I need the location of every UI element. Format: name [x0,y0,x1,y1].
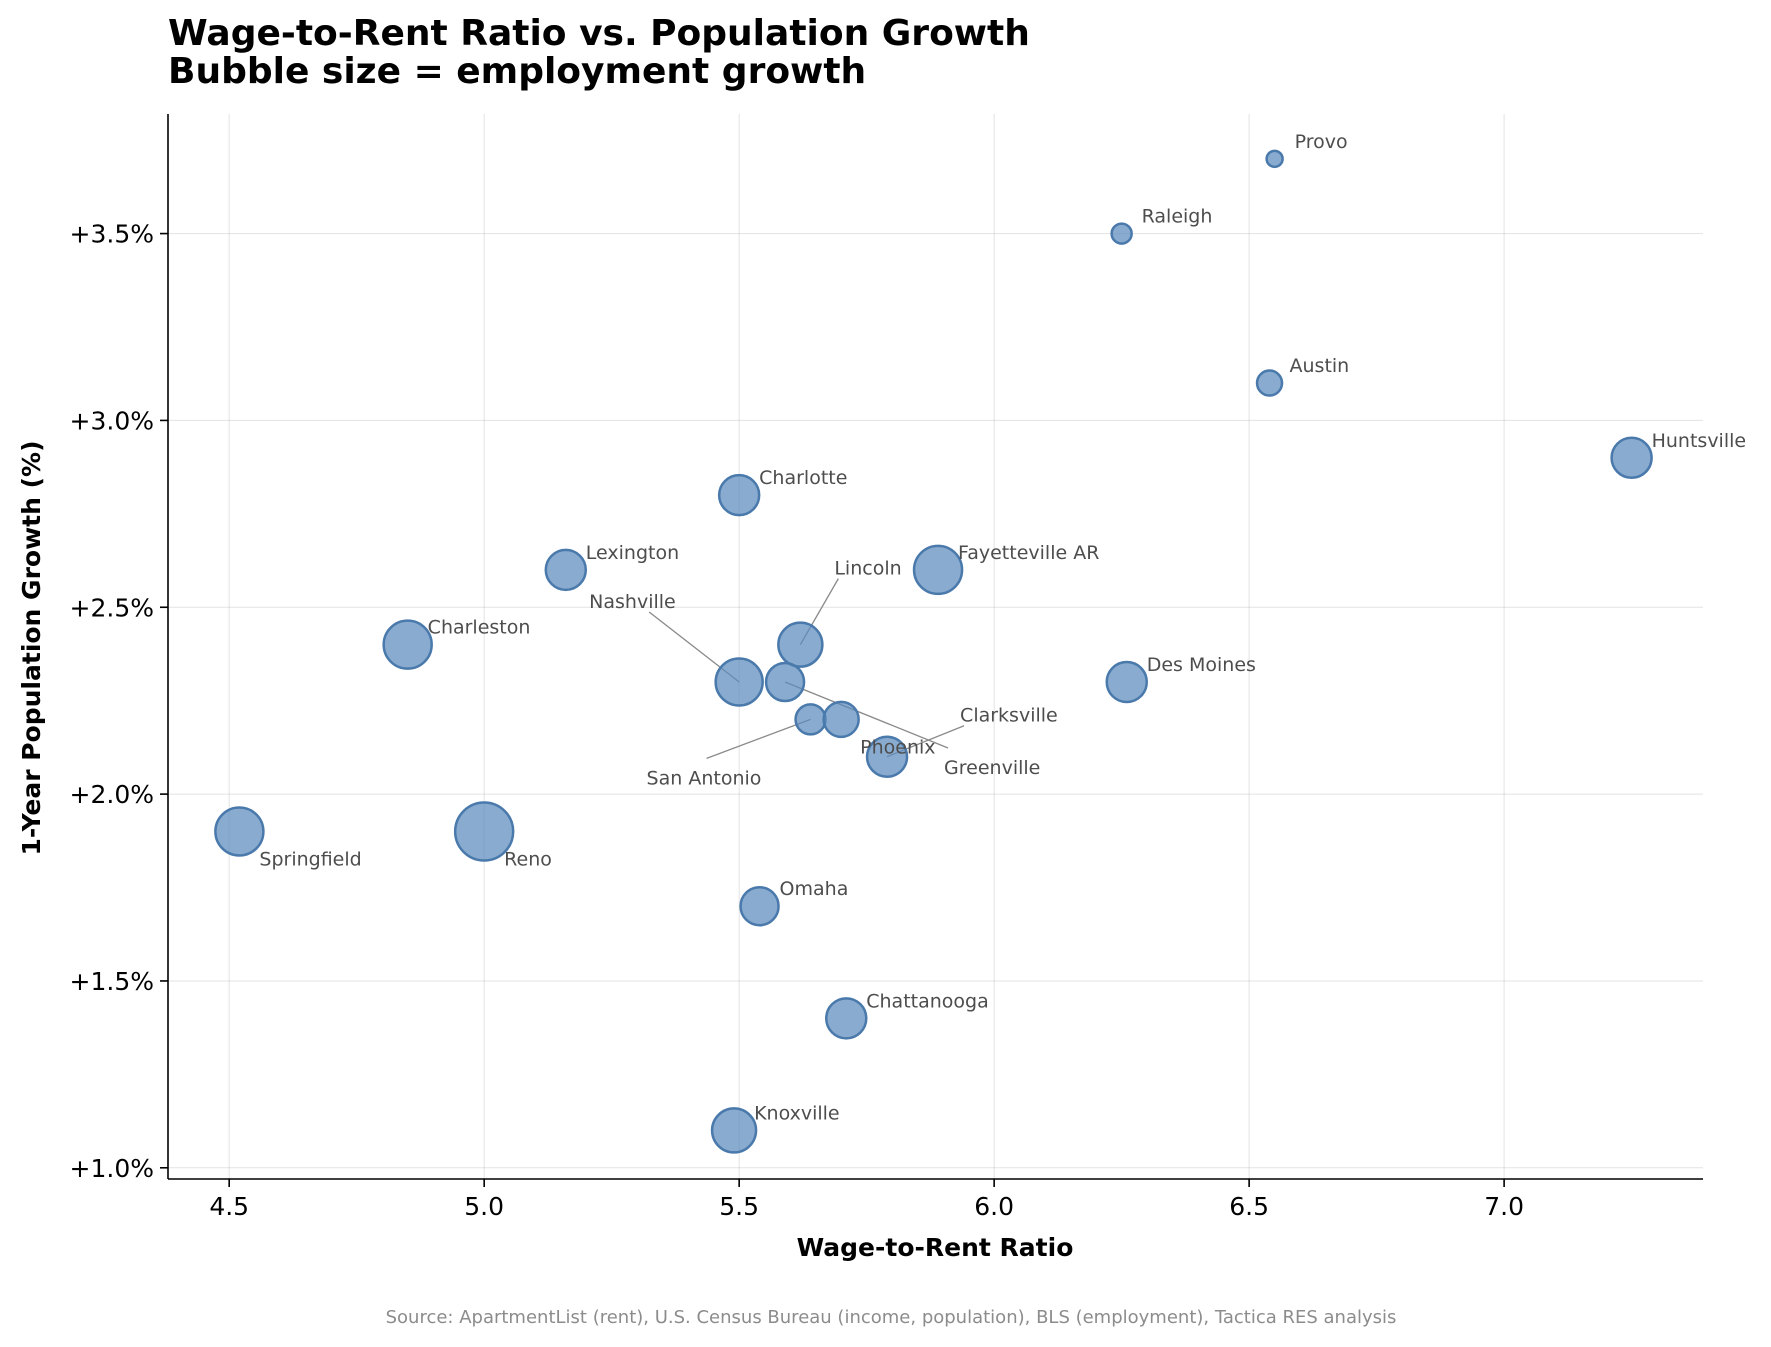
point-label-des-moines: Des Moines [1147,654,1256,676]
x-tick-label: 5.0 [464,1192,504,1221]
bubble-lexington [544,548,588,592]
point-label-lincoln: Lincoln [834,558,901,580]
y-tick-label: +3.5% [70,220,154,249]
bubble-reno [453,801,515,862]
point-label-reno: Reno [504,848,552,870]
point-label-raleigh: Raleigh [1142,206,1213,228]
point-label-charleston: Charleston [428,617,531,639]
bubble-greenville [764,661,806,703]
x-tick-label: 6.5 [1229,1192,1269,1221]
y-tick-label: +2.5% [70,593,154,622]
bubbles [214,149,1653,1154]
x-tick-label: 4.5 [209,1192,249,1221]
x-tick-label: 7.0 [1484,1192,1524,1221]
point-label-knoxville: Knoxville [754,1102,840,1124]
point-label-fayetteville-ar: Fayetteville AR [958,542,1099,564]
point-label-provo: Provo [1295,131,1348,153]
chart-title: Wage-to-Rent Ratio vs. Population Growth [168,13,1030,54]
bubble-raleigh [1110,222,1133,245]
chart-subtitle: Bubble size = employment growth [168,51,866,92]
bubble-lincoln [777,621,824,668]
bubble-san-antonio [794,703,827,736]
bubble-fayetteville-ar [912,544,964,596]
point-label-clarksville: Clarksville [960,705,1058,727]
point-label-huntsville: Huntsville [1652,430,1747,452]
point-label-omaha: Omaha [780,878,849,900]
bubble-charlotte [717,473,761,517]
leader-line-greenville [784,681,949,749]
point-label-lexington: Lexington [586,542,679,564]
x-axis-label: Wage-to-Rent Ratio [797,1233,1074,1262]
bubble-huntsville [1610,436,1653,480]
point-label-austin: Austin [1290,355,1350,377]
bubble-charleston [382,619,433,670]
x-tick-label: 6.0 [974,1192,1014,1221]
y-tick-label: +3.0% [70,406,154,435]
point-label-springfield: Springfield [259,848,361,870]
bubble-provo [1265,149,1284,169]
bubble-nashville [714,657,764,707]
y-axis-label: 1-Year Population Growth (%) [17,440,46,855]
point-label-nashville: Nashville [589,591,676,613]
bubble-phoenix [822,700,860,739]
y-tick-label: +1.5% [70,967,154,996]
point-labels: Provo Raleigh Austin Huntsville Charlotte Lex… [259,131,1746,1125]
y-tick-label: +2.0% [70,780,154,809]
point-label-greenville: Greenville [944,757,1040,779]
leader-line-san-antonio [706,718,811,759]
bubble-springfield [214,806,265,857]
bubble-omaha [739,885,780,927]
point-label-charlotte: Charlotte [759,467,847,489]
bubble-chattanooga [825,997,868,1040]
source-note: Source: ApartmentList (rent), U.S. Censu… [386,1307,1397,1328]
y-tick-label: +1.0% [70,1154,154,1183]
bubble-des-moines [1105,660,1148,704]
point-label-chattanooga: Chattanooga [866,990,989,1012]
bubble-austin [1255,369,1284,397]
bubble-knoxville [710,1107,758,1154]
x-tick-label: 5.5 [719,1192,759,1221]
point-label-phoenix: Phoenix [860,736,935,758]
grid-lines [168,114,1703,1179]
bubble-clarksville [865,735,909,778]
axes: 4.5 5.0 5.5 6.0 6.5 7.0 +1.0% +1.5% +2.0% +2.5% +3… [70,114,1703,1221]
point-label-san-antonio: San Antonio [647,767,762,789]
